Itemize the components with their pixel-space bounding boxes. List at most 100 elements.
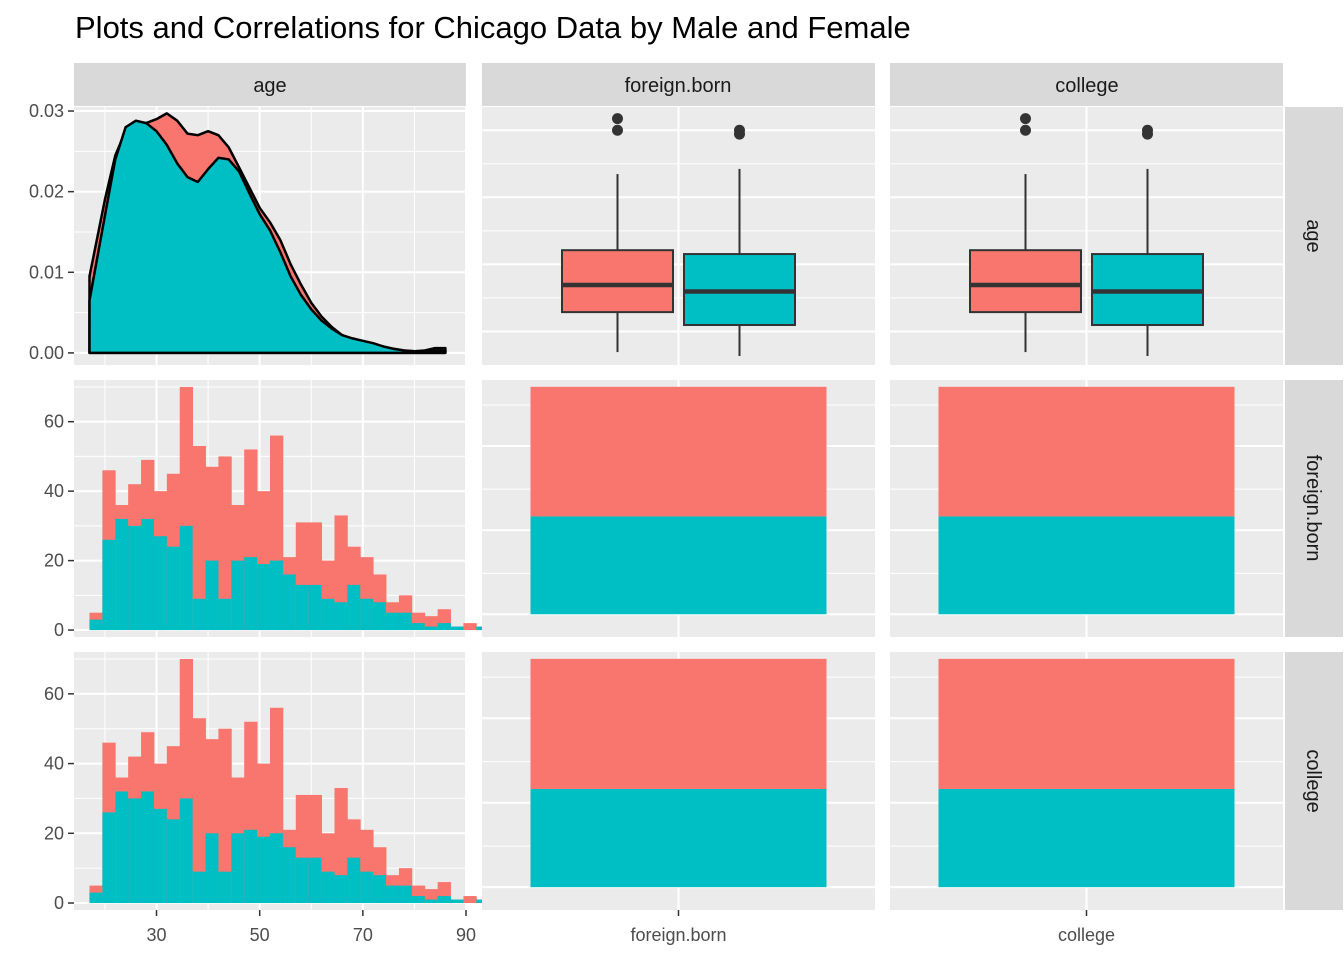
histogram-bar-teal <box>166 546 181 631</box>
histogram-bar-teal <box>153 808 168 904</box>
histogram-bar-teal <box>115 791 129 904</box>
strip-col-foreign-born-label: foreign.born <box>625 75 732 97</box>
histogram-bar-teal <box>386 612 400 631</box>
stacked-bar-red <box>938 658 1235 789</box>
histogram-bar-teal <box>102 812 116 904</box>
histogram-bar-teal <box>373 602 387 631</box>
histogram-bar-teal <box>308 584 322 631</box>
x-tick-label: 70 <box>353 925 373 945</box>
histogram-bar-teal <box>218 598 232 631</box>
stacked-bar-teal <box>938 788 1235 888</box>
histogram-bar-teal <box>257 564 271 631</box>
strip-row-foreign-born <box>1285 380 1343 637</box>
histogram-bar-teal <box>321 598 335 631</box>
histogram-bar-teal <box>437 896 451 904</box>
y-tick-label: 40 <box>44 481 64 501</box>
histogram-bar-teal <box>270 560 284 631</box>
histogram-bar-teal <box>295 584 310 631</box>
histogram-bar-teal <box>141 518 155 631</box>
y-tick-label: 20 <box>44 823 64 843</box>
strip-col-college-label: college <box>1055 75 1118 97</box>
histogram-bar-teal <box>450 899 464 904</box>
histogram-bar-red <box>463 896 477 904</box>
histogram-bar-red <box>218 728 232 904</box>
strip-col-age <box>74 63 466 106</box>
histogram-bar-teal <box>450 626 464 631</box>
histogram-bar-teal <box>282 847 297 904</box>
histogram-bar-teal <box>89 619 103 631</box>
histogram-bar-teal <box>424 626 439 631</box>
histogram-bar-teal <box>205 833 219 904</box>
strip-row-foreign-born-label: foreign.born <box>1302 455 1324 562</box>
strip-row-age-label: age <box>1302 219 1324 252</box>
histogram-bar-teal <box>347 857 361 904</box>
histogram-bar-teal <box>244 829 258 904</box>
axes-layer: 0.00 0.01 0.02 0.03 0 20 40 60 0 20 40 60 30 50 70 90 fo… <box>29 101 1115 945</box>
histogram-bar-teal <box>179 525 194 631</box>
histogram-bar-red <box>463 623 477 631</box>
histogram-bar-teal <box>166 819 181 904</box>
stacked-bar-teal <box>938 516 1235 615</box>
strip-col-college <box>890 63 1283 106</box>
y-tick-label: 0.00 <box>29 343 64 363</box>
y-tick-label: 60 <box>44 412 64 432</box>
histogram-bar-teal <box>102 539 116 631</box>
strip-row-college-label: college <box>1302 749 1324 812</box>
histogram-bar-teal <box>411 896 426 904</box>
histogram-bar-teal <box>321 871 335 904</box>
histogram-bar-teal <box>89 892 103 904</box>
boxplot-outlier <box>1142 124 1153 136</box>
histogram-bar-teal <box>347 584 361 631</box>
boxplot-outlier <box>1020 113 1031 125</box>
histogram-bar-teal <box>282 574 297 631</box>
strip-row-age <box>1285 107 1343 365</box>
y-tick-label: 20 <box>44 551 64 571</box>
histogram-bar-red <box>334 787 348 904</box>
histogram-bar-teal <box>153 536 168 631</box>
boxplot-outlier <box>612 124 623 136</box>
histogram-bar-teal <box>424 899 439 904</box>
histogram-bar-teal <box>179 798 194 904</box>
histogram-bar-teal <box>411 623 426 631</box>
stacked-bar-red <box>530 658 827 789</box>
strip-row-college <box>1285 652 1343 910</box>
y-tick-label: 0.03 <box>29 101 64 121</box>
x-tick-label: 30 <box>147 925 167 945</box>
histogram-bar-teal <box>398 612 413 631</box>
histogram-bar-teal <box>386 885 400 904</box>
chart-title: Plots and Correlations for Chicago Data … <box>75 10 911 45</box>
stacked-bar-red <box>530 386 827 517</box>
histogram-bar-teal <box>244 557 258 631</box>
y-tick-label: 0 <box>54 620 64 640</box>
histogram-bar-teal <box>398 885 413 904</box>
strip-col-foreign-born <box>482 63 875 106</box>
boxplot-outlier <box>1020 124 1031 136</box>
histogram-bar-teal <box>231 833 245 904</box>
histogram-bar-teal <box>141 791 155 904</box>
histogram-bar-teal <box>360 871 374 904</box>
histogram-bar-teal <box>218 871 232 904</box>
histogram-bar-teal <box>128 798 142 904</box>
histogram-bar-red <box>192 718 206 904</box>
x-tick-label: 50 <box>250 925 270 945</box>
histogram-bar-red <box>192 445 206 631</box>
histogram-bar-teal <box>192 598 206 631</box>
histogram-bar-teal <box>257 836 271 904</box>
stacked-bar-teal <box>530 788 827 888</box>
x-tick-label: foreign.born <box>630 925 726 945</box>
y-tick-label: 40 <box>44 754 64 774</box>
boxplot-outlier <box>612 113 623 125</box>
x-tick-label: college <box>1058 925 1115 945</box>
stacked-bar-red <box>938 386 1235 517</box>
histogram-bar-teal <box>437 623 451 631</box>
histogram-bar-teal <box>128 525 142 631</box>
histogram-bar-teal <box>231 560 245 631</box>
boxplot-box-red <box>969 249 1082 314</box>
histogram-bar-teal <box>373 875 387 904</box>
histogram-bar-teal <box>308 857 322 904</box>
panels-layer <box>74 107 1283 910</box>
histogram-bar-teal <box>295 857 310 904</box>
boxplot-box-red <box>561 249 674 314</box>
histogram-bar-teal <box>334 602 348 631</box>
